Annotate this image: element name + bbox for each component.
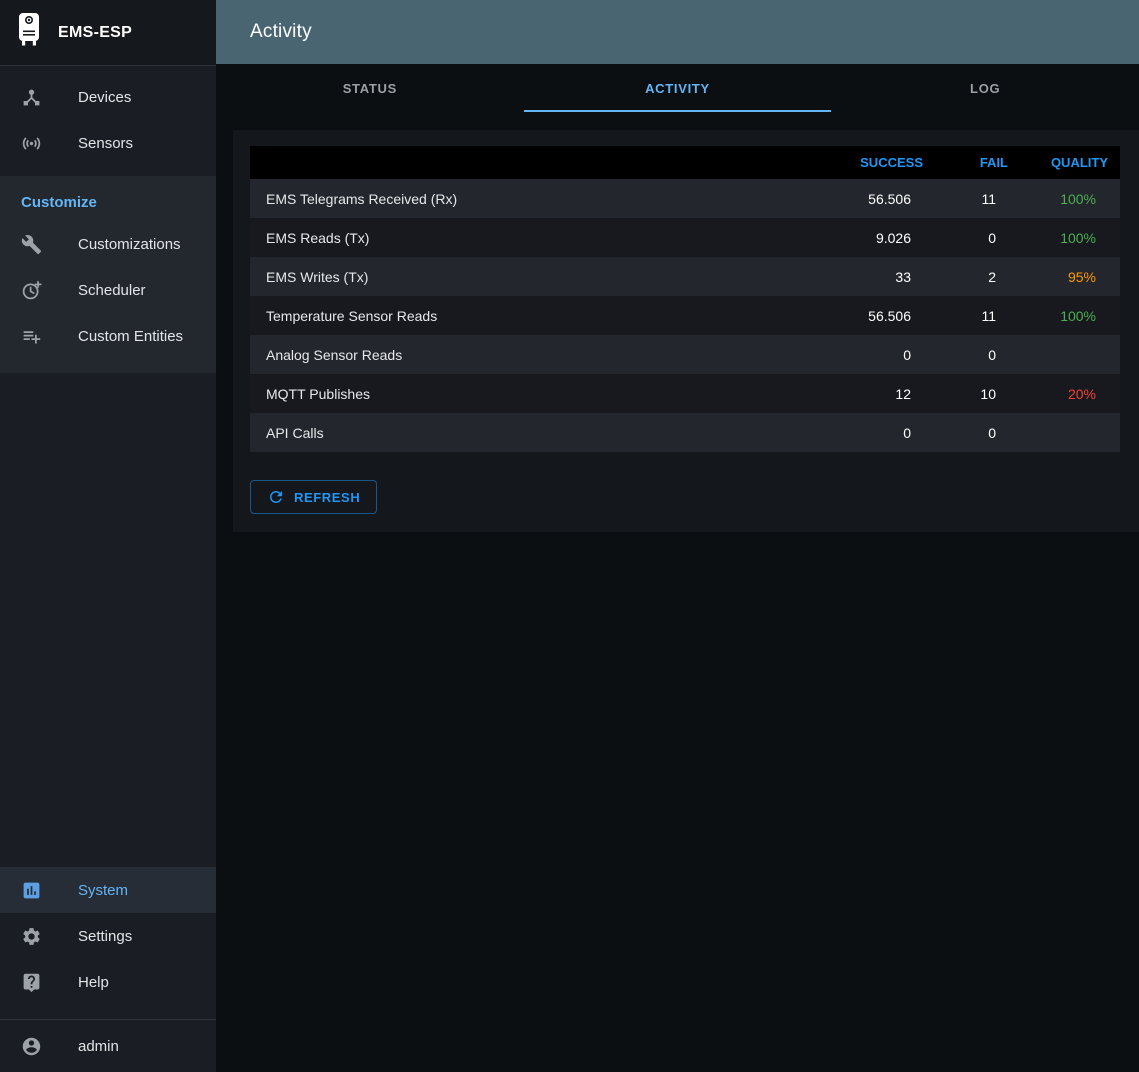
metric-fail: 2 (988, 268, 996, 285)
playlist-add-icon (21, 325, 47, 347)
metric-name: EMS Telegrams Received (Rx) (266, 190, 458, 207)
metric-success: 56.506 (868, 307, 911, 324)
sidebar-item-custom-entities[interactable]: Custom Entities (0, 313, 216, 359)
metric-quality: 20% (1067, 385, 1096, 402)
metric-quality: 100% (1060, 190, 1096, 207)
metric-name: Temperature Sensor Reads (266, 307, 438, 324)
sidebar-spacer (0, 373, 216, 867)
tab-status[interactable]: STATUS (216, 64, 524, 112)
tools-icon (21, 233, 47, 255)
metric-name: Analog Sensor Reads (266, 346, 403, 363)
tab-activity[interactable]: ACTIVITY (523, 64, 832, 112)
device-hub-icon (21, 86, 47, 108)
activity-card: SUCCESS FAIL QUALITY EMS Telegrams Recei… (233, 130, 1139, 532)
column-header-quality: QUALITY (1020, 146, 1120, 179)
main-area: Activity STATUS ACTIVITY LOG SUCCESS FAI… (216, 0, 1139, 1072)
sidebar-item-label: Sensors (78, 134, 134, 152)
account-circle-icon (21, 1035, 47, 1057)
table-row: EMS Writes (Tx) 33 2 95% (250, 257, 1120, 296)
metric-quality: 95% (1067, 268, 1096, 285)
sidebar-item-label: Settings (78, 927, 133, 945)
app-title: EMS-ESP (58, 23, 133, 41)
metric-fail: 11 (981, 307, 996, 324)
activity-table: SUCCESS FAIL QUALITY EMS Telegrams Recei… (250, 146, 1120, 452)
sidebar-item-help[interactable]: Help (0, 959, 216, 1005)
metric-fail: 11 (981, 190, 996, 207)
metric-fail: 10 (980, 385, 996, 402)
metric-name: EMS Writes (Tx) (266, 268, 369, 285)
table-row: EMS Telegrams Received (Rx) 56.506 11 10… (250, 179, 1120, 218)
sidebar-item-customizations[interactable]: Customizations (0, 221, 216, 267)
metric-fail: 0 (988, 424, 996, 441)
sidebar-customize-section: Customize Customizations Scheduler (0, 176, 216, 373)
sensors-icon (21, 132, 47, 154)
boiler-logo-icon (16, 12, 42, 53)
bar-chart-icon (21, 879, 47, 901)
metric-fail: 0 (988, 229, 996, 246)
metric-success: 0 (903, 424, 911, 441)
metric-success: 56.506 (868, 190, 911, 207)
sidebar-nav-bottom: System Settings Help (0, 867, 216, 1005)
metric-success: 12 (895, 385, 911, 402)
refresh-icon (267, 488, 285, 506)
sidebar-item-label: System (78, 881, 129, 899)
sidebar-item-sensors[interactable]: Sensors (0, 120, 216, 166)
column-header-success: SUCCESS (835, 146, 935, 179)
sidebar-item-devices[interactable]: Devices (0, 74, 216, 120)
sidebar-item-label: Devices (78, 88, 132, 106)
customize-section-title: Customize (21, 194, 97, 211)
metric-success: 9.026 (875, 229, 911, 246)
sidebar-item-system[interactable]: System (0, 867, 216, 913)
table-row: Temperature Sensor Reads 56.506 11 100% (250, 296, 1120, 335)
activity-table-header: SUCCESS FAIL QUALITY (250, 146, 1120, 179)
sidebar-item-label: Customizations (78, 235, 181, 253)
tab-log[interactable]: LOG (831, 64, 1139, 112)
app-logo-area: EMS-ESP (0, 0, 216, 66)
metric-success: 33 (895, 268, 911, 285)
refresh-button[interactable]: REFRESH (250, 480, 378, 514)
gear-icon (21, 925, 47, 947)
metric-name: MQTT Publishes (266, 385, 370, 402)
metric-quality: 100% (1060, 307, 1096, 324)
help-icon (21, 971, 47, 993)
metric-fail: 0 (988, 346, 996, 363)
content-area: SUCCESS FAIL QUALITY EMS Telegrams Recei… (216, 112, 1139, 1072)
table-row: API Calls 0 0 (250, 413, 1120, 452)
tab-bar: STATUS ACTIVITY LOG (216, 64, 1139, 112)
metric-quality: 100% (1060, 229, 1096, 246)
column-header-fail: FAIL (935, 146, 1020, 179)
sidebar-user-admin[interactable]: admin (0, 1020, 216, 1072)
metric-name: EMS Reads (Tx) (266, 229, 370, 246)
metric-name: API Calls (266, 424, 324, 441)
metric-success: 0 (903, 346, 911, 363)
sidebar-nav-top: Devices Sensors (0, 66, 216, 166)
clock-plus-icon (21, 279, 47, 301)
sidebar-divider (0, 1019, 216, 1020)
sidebar-item-label: Custom Entities (78, 327, 184, 345)
appbar: Activity (216, 0, 1139, 64)
page-title: Activity (250, 21, 312, 42)
table-row: MQTT Publishes 12 10 20% (250, 374, 1120, 413)
metric-quality (1020, 413, 1120, 452)
sidebar-item-label: Scheduler (78, 281, 146, 299)
sidebar-item-label: Help (78, 973, 109, 991)
table-row: EMS Reads (Tx) 9.026 0 100% (250, 218, 1120, 257)
refresh-button-label: REFRESH (294, 489, 361, 505)
sidebar-item-scheduler[interactable]: Scheduler (0, 267, 216, 313)
sidebar-item-settings[interactable]: Settings (0, 913, 216, 959)
sidebar: EMS-ESP Devices Sensors Customize (0, 0, 216, 1072)
column-header-name (250, 146, 835, 179)
metric-quality (1020, 335, 1120, 374)
table-row: Analog Sensor Reads 0 0 (250, 335, 1120, 374)
user-name-label: admin (78, 1037, 119, 1055)
